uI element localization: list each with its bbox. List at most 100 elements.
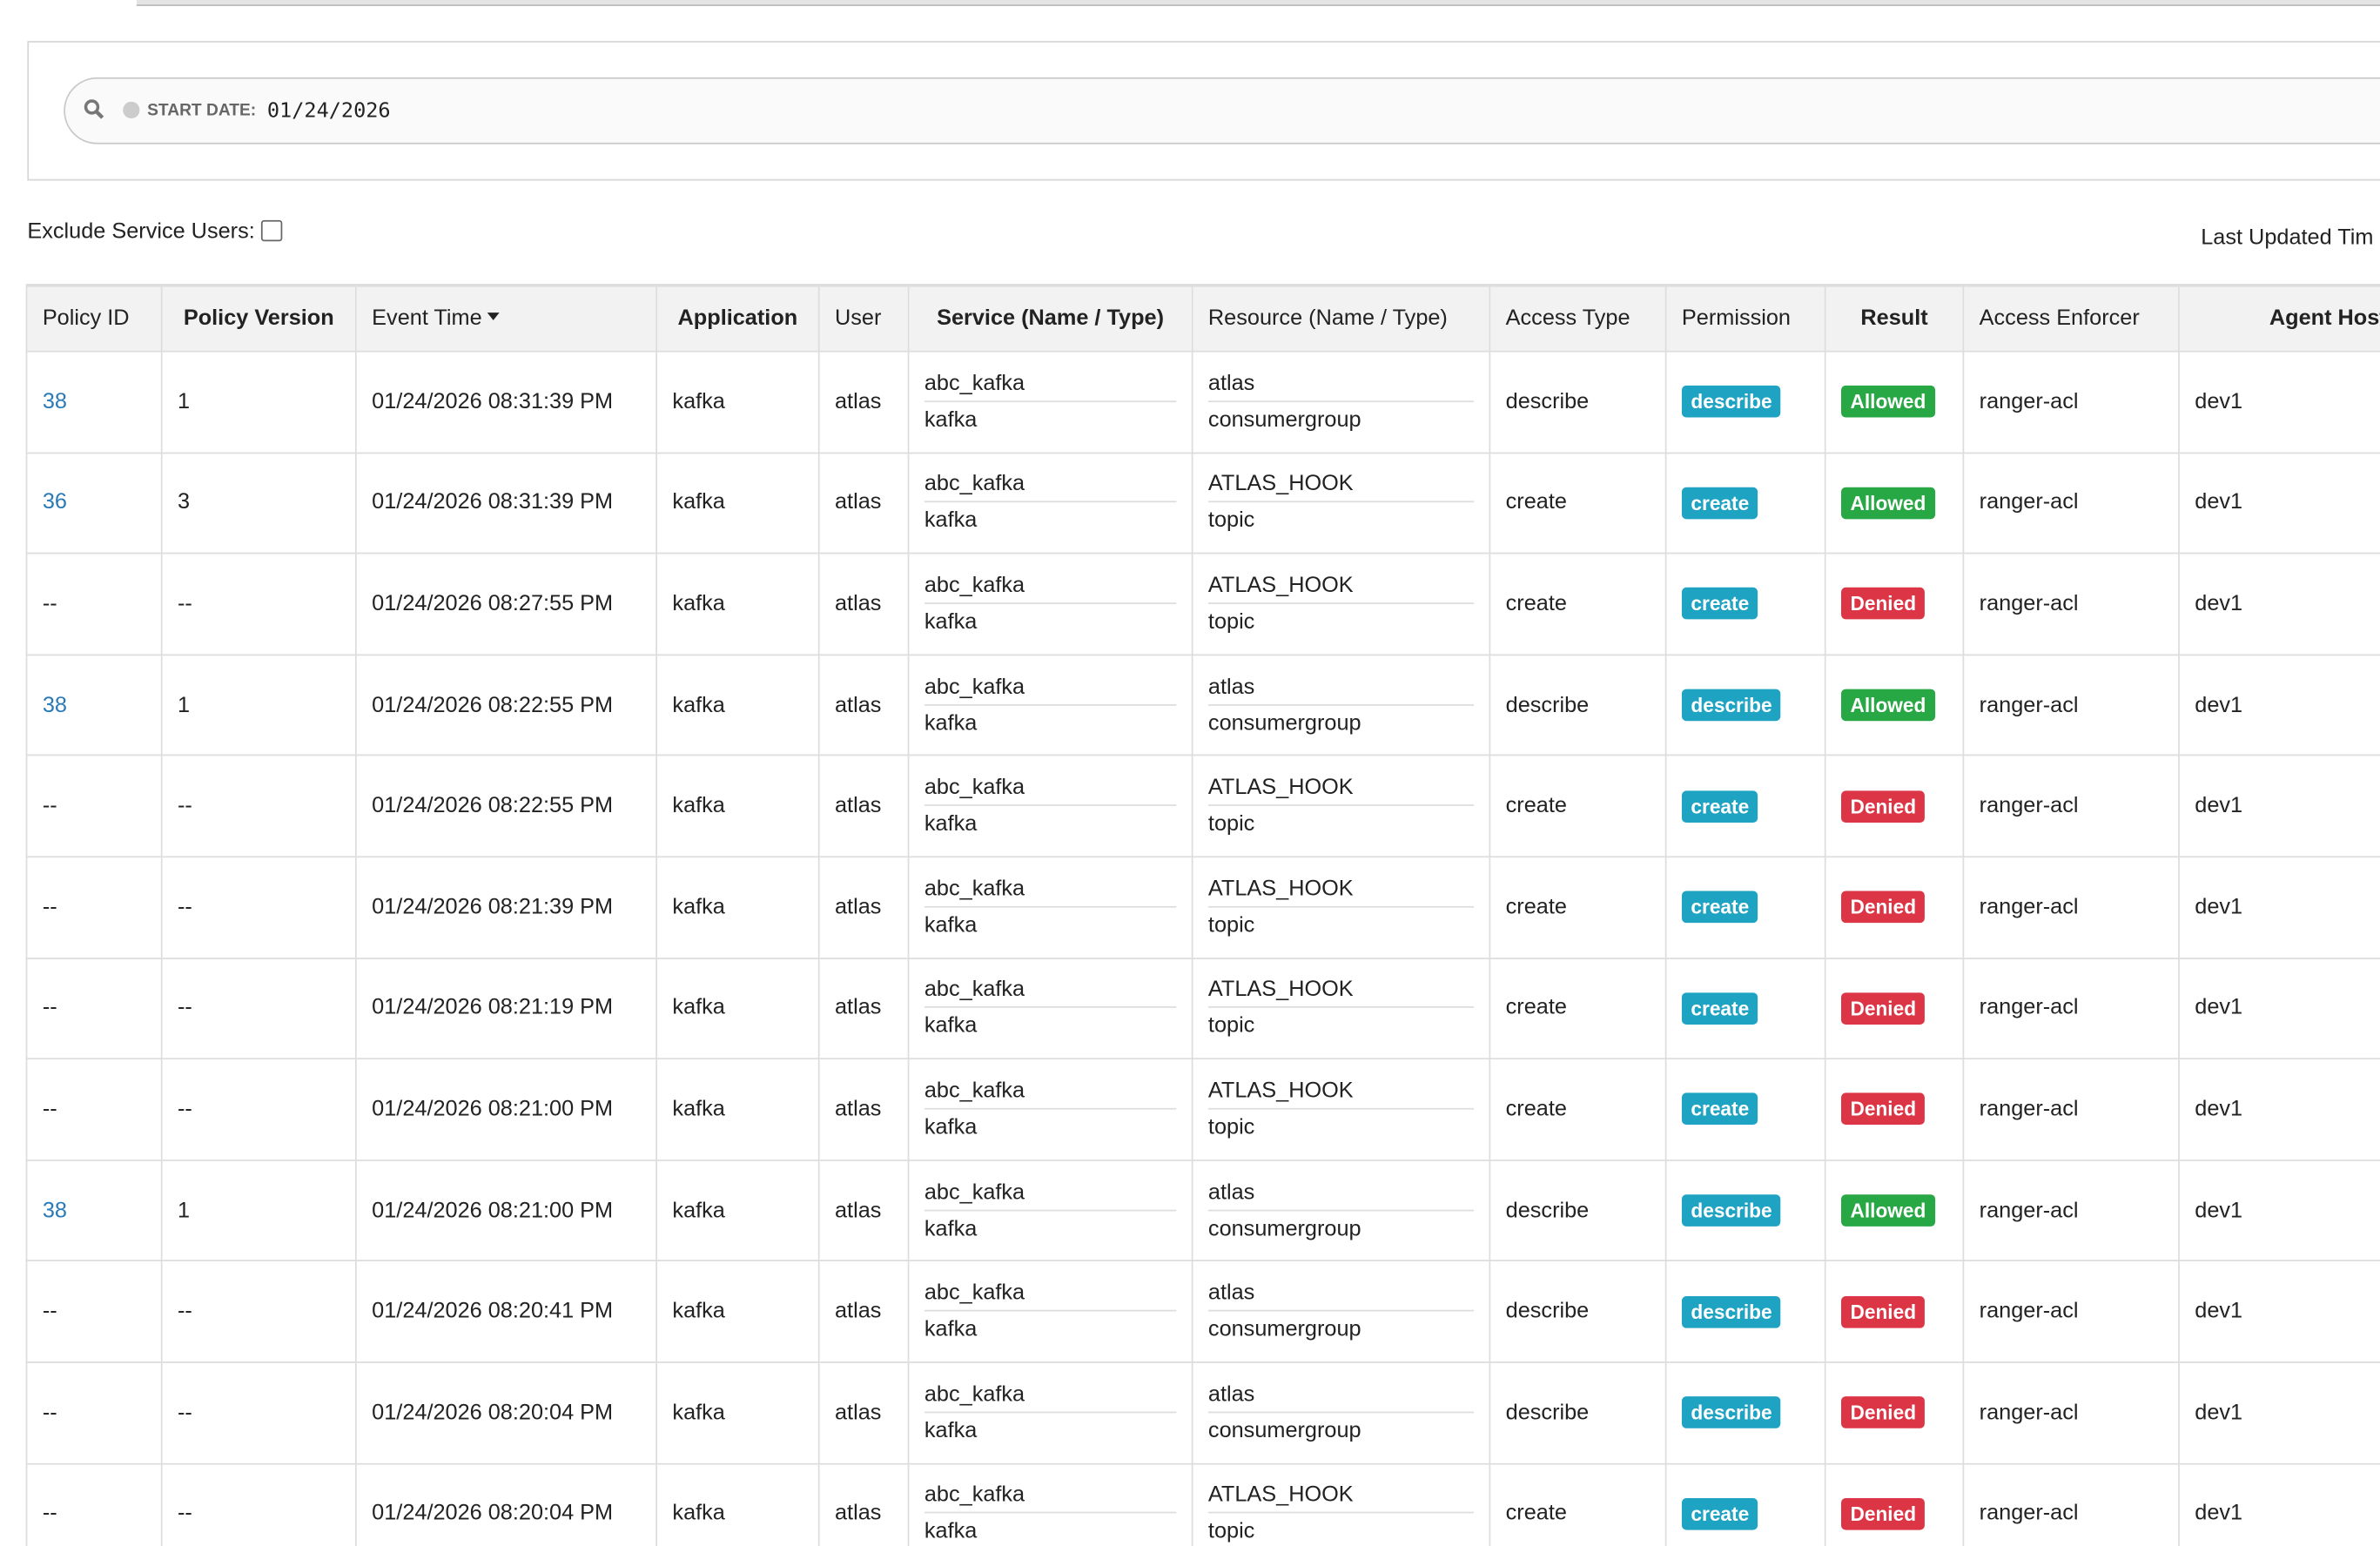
tab-bar[interactable]	[137, 0, 2380, 6]
table-cell: create	[1489, 857, 1665, 958]
table-cell: Allowed	[1825, 1160, 1964, 1261]
cell-text: ranger-acl	[1980, 895, 2079, 919]
cell-text: dev1	[2195, 996, 2242, 1020]
table-cell: Allowed	[1825, 352, 1964, 453]
cell-text: --	[43, 794, 57, 818]
table-cell: describe	[1666, 655, 1825, 756]
column-header[interactable]: Application	[656, 286, 819, 352]
cell-line: kafka	[924, 1115, 1176, 1139]
cell-text: describe	[1506, 1401, 1590, 1425]
permission-badge: create	[1682, 992, 1758, 1025]
table-cell: 38	[27, 1160, 162, 1261]
cell-text: 01/24/2026 08:27:55 PM	[372, 592, 613, 616]
column-header[interactable]: Policy ID	[27, 286, 162, 352]
header-text: Agent Host Nam	[2269, 306, 2380, 331]
cell-text: ranger-acl	[1980, 1098, 2079, 1122]
cell-line: atlas	[1208, 1382, 1474, 1413]
cell-text: atlas	[835, 1401, 881, 1425]
table-cell: atlas	[819, 453, 909, 554]
table-cell: ATLAS_HOOKtopic	[1193, 554, 1490, 655]
column-header[interactable]: Policy Version	[162, 286, 356, 352]
table-cell: kafka	[656, 453, 819, 554]
cell-text: create	[1506, 1502, 1567, 1526]
result-badge: Allowed	[1841, 386, 1935, 418]
cell-text: create	[1506, 1098, 1567, 1122]
table-cell: describe	[1666, 1160, 1825, 1261]
cell-line: abc_kafka	[924, 1483, 1176, 1514]
column-header[interactable]: User	[819, 286, 909, 352]
table-cell: atlasconsumergroup	[1193, 1261, 1490, 1362]
table-cell: 38	[27, 352, 162, 453]
policy-link[interactable]: 38	[43, 390, 67, 414]
table-cell: dev1	[2179, 352, 2380, 453]
table-row: ----01/24/2026 08:20:04 PMkafkaatlasabc_…	[27, 1463, 2380, 1546]
cell-line: ATLAS_HOOK	[1208, 1079, 1474, 1110]
table-row: 36301/24/2026 08:31:39 PMkafkaatlasabc_k…	[27, 453, 2380, 554]
cell-line: kafka	[924, 1419, 1176, 1443]
cell-text: create	[1506, 794, 1567, 818]
column-header[interactable]: Result	[1825, 286, 1964, 352]
filter-panel: START DATE: 01/24/2026	[27, 41, 2380, 180]
table-cell: abc_kafkakafka	[909, 655, 1193, 756]
cell-line: kafka	[924, 408, 1176, 433]
table-cell: create	[1489, 756, 1665, 857]
cell-text: 01/24/2026 08:20:04 PM	[372, 1401, 613, 1425]
cell-text: --	[43, 1300, 57, 1324]
policy-link[interactable]: 38	[43, 1199, 67, 1223]
cell-text: ranger-acl	[1980, 1199, 2079, 1223]
column-header[interactable]: Agent Host Nam	[2179, 286, 2380, 352]
cell-text: 01/24/2026 08:21:19 PM	[372, 996, 613, 1020]
cell-text: atlas	[835, 1098, 881, 1122]
checkbox[interactable]	[261, 220, 282, 241]
table-cell: create	[1489, 453, 1665, 554]
table-row: 38101/24/2026 08:21:00 PMkafkaatlasabc_k…	[27, 1160, 2380, 1261]
cell-line: kafka	[924, 711, 1176, 736]
table-cell: --	[27, 1261, 162, 1362]
table-cell: describe	[1489, 1261, 1665, 1362]
table-cell: atlas	[819, 554, 909, 655]
table-cell: kafka	[656, 1160, 819, 1261]
cell-text: 01/24/2026 08:21:00 PM	[372, 1098, 613, 1122]
column-header[interactable]: Access Type	[1489, 286, 1665, 352]
table-cell: --	[162, 756, 356, 857]
cell-line: abc_kafka	[924, 877, 1176, 907]
column-header[interactable]: Event Time	[356, 286, 656, 352]
policy-link[interactable]: 38	[43, 693, 67, 717]
table-row: ----01/24/2026 08:22:55 PMkafkaatlasabc_…	[27, 756, 2380, 857]
cell-line: abc_kafka	[924, 978, 1176, 1009]
table-row: 38101/24/2026 08:31:39 PMkafkaatlasabc_k…	[27, 352, 2380, 453]
cell-text: kafka	[672, 895, 724, 919]
column-header[interactable]: Access Enforcer	[1963, 286, 2179, 352]
cell-text: dev1	[2195, 693, 2242, 717]
table-cell: atlas	[819, 1362, 909, 1463]
filter-label: START DATE:	[147, 102, 256, 120]
cell-text: 01/24/2026 08:20:41 PM	[372, 1300, 613, 1324]
search-box[interactable]: START DATE: 01/24/2026	[64, 77, 2380, 145]
cell-text: create	[1506, 491, 1567, 515]
table-cell: kafka	[656, 1261, 819, 1362]
column-header[interactable]: Resource (Name / Type)	[1193, 286, 1490, 352]
policy-link[interactable]: 36	[43, 491, 67, 515]
cell-line: topic	[1208, 509, 1474, 534]
permission-badge: create	[1682, 588, 1758, 621]
cell-text: --	[178, 1401, 192, 1425]
remove-filter[interactable]	[123, 102, 139, 118]
column-header[interactable]: Permission	[1666, 286, 1825, 352]
table-cell: 01/24/2026 08:21:00 PM	[356, 1160, 656, 1261]
permission-badge: create	[1682, 487, 1758, 520]
cell-text: dev1	[2195, 592, 2242, 616]
table-cell: 38	[27, 655, 162, 756]
table-cell: ranger-acl	[1963, 655, 2179, 756]
cell-text: ranger-acl	[1980, 996, 2079, 1020]
table-cell: 01/24/2026 08:31:39 PM	[356, 352, 656, 453]
table-cell: Allowed	[1825, 655, 1964, 756]
column-header[interactable]: Service (Name / Type)	[909, 286, 1193, 352]
cell-text: dev1	[2195, 491, 2242, 515]
table-cell: dev1	[2179, 554, 2380, 655]
table-cell: --	[162, 958, 356, 1059]
cell-line: kafka	[924, 1014, 1176, 1039]
cell-text: 01/24/2026 08:22:55 PM	[372, 794, 613, 818]
table-cell: abc_kafkakafka	[909, 857, 1193, 958]
cell-line: kafka	[924, 913, 1176, 938]
table-cell: --	[162, 554, 356, 655]
